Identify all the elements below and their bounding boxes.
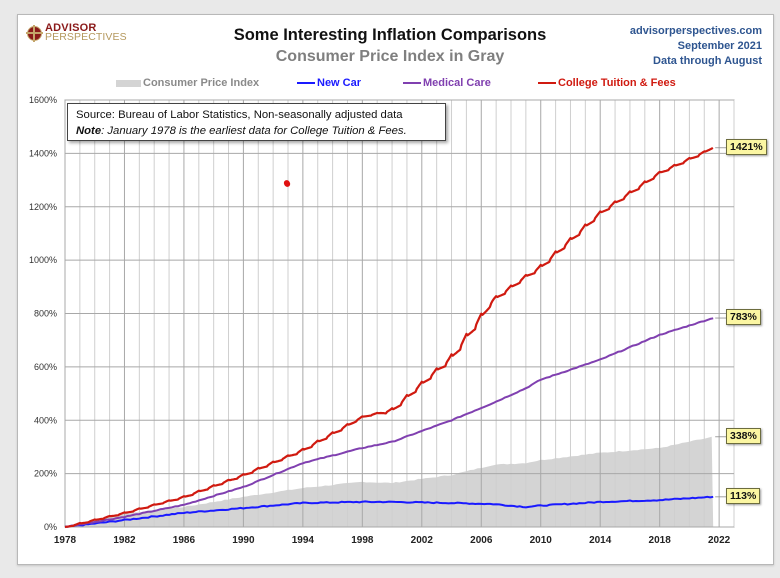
end-label-medical-care: 783% [726,309,761,326]
publish-date: September 2021 [677,40,762,52]
y-tick-label: 1400% [29,148,57,158]
legend-item-college-tuition: College Tuition & Fees [538,77,676,89]
legend: Consumer Price Index New Car Medical Car… [0,77,780,91]
series-line-medical-care [64,317,714,528]
series-line-college-tuition [64,146,714,529]
y-tick-label: 200% [34,469,57,479]
x-tick-label: 2006 [470,535,493,546]
x-tick-label: 1994 [292,535,315,546]
legend-item-new-car: New Car [297,77,361,89]
source-text: Source: Bureau of Labor Statistics, Non-… [76,109,403,121]
legend-swatch-college-tuition [538,82,556,84]
legend-item-cpi: Consumer Price Index [116,77,259,89]
x-tick-label: 2002 [411,535,434,546]
end-label-cpi: 338% [726,427,761,444]
advisor-perspectives-logo: ADVISOR PERSPECTIVES [26,22,127,43]
source-note-box: Source: Bureau of Labor Statistics, Non-… [67,103,446,141]
x-tick-label: 2010 [530,535,553,546]
x-tick-label: 2018 [649,535,672,546]
legend-label-cpi: Consumer Price Index [143,77,260,89]
legend-item-medical-care: Medical Care [403,77,491,89]
legend-label-college-tuition: College Tuition & Fees [558,77,676,89]
chart-title: Some Interesting Inflation Comparisons [233,26,547,44]
y-tick-label: 600% [34,362,57,372]
chart-subtitle: Consumer Price Index in Gray [275,48,505,65]
series-line-new-car [65,495,714,528]
logo-line2: PERSPECTIVES [45,31,127,43]
note-label: Note [76,125,102,137]
end-label-new-car: 113% [726,487,761,504]
x-tick-label: 1998 [351,535,374,546]
legend-swatch-cpi [116,79,141,87]
legend-swatch-medical-care [403,82,421,84]
y-tick-label: 1200% [29,202,57,212]
source-meta: advisorperspectives.com September 2021 D… [630,24,762,69]
site-url: advisorperspectives.com [629,25,762,37]
x-tick-label: 1982 [113,535,136,546]
x-tick-label: 2014 [589,535,612,546]
x-tick-label: 1990 [232,535,255,546]
compass-logo-icon [26,24,43,42]
y-tick-label: 0% [44,522,57,532]
y-tick-label: 1600% [29,95,57,105]
data-through: Data through August [653,55,762,67]
y-tick-label: 1000% [29,255,57,265]
logo-line1: ADVISOR [45,22,97,34]
end-label-college-tuition: 1421% [726,138,767,155]
y-tick-label: 800% [34,309,57,319]
legend-label-new-car: New Car [317,77,362,89]
y-tick-label: 400% [34,415,57,425]
x-tick-label: 1986 [173,535,196,546]
x-tick-label: 1978 [54,535,77,546]
note-text: : January 1978 is the earliest data for … [101,125,407,137]
x-tick-label: 2022 [708,535,731,546]
legend-label-medical-care: Medical Care [423,77,491,89]
legend-swatch-new-car [297,82,315,84]
